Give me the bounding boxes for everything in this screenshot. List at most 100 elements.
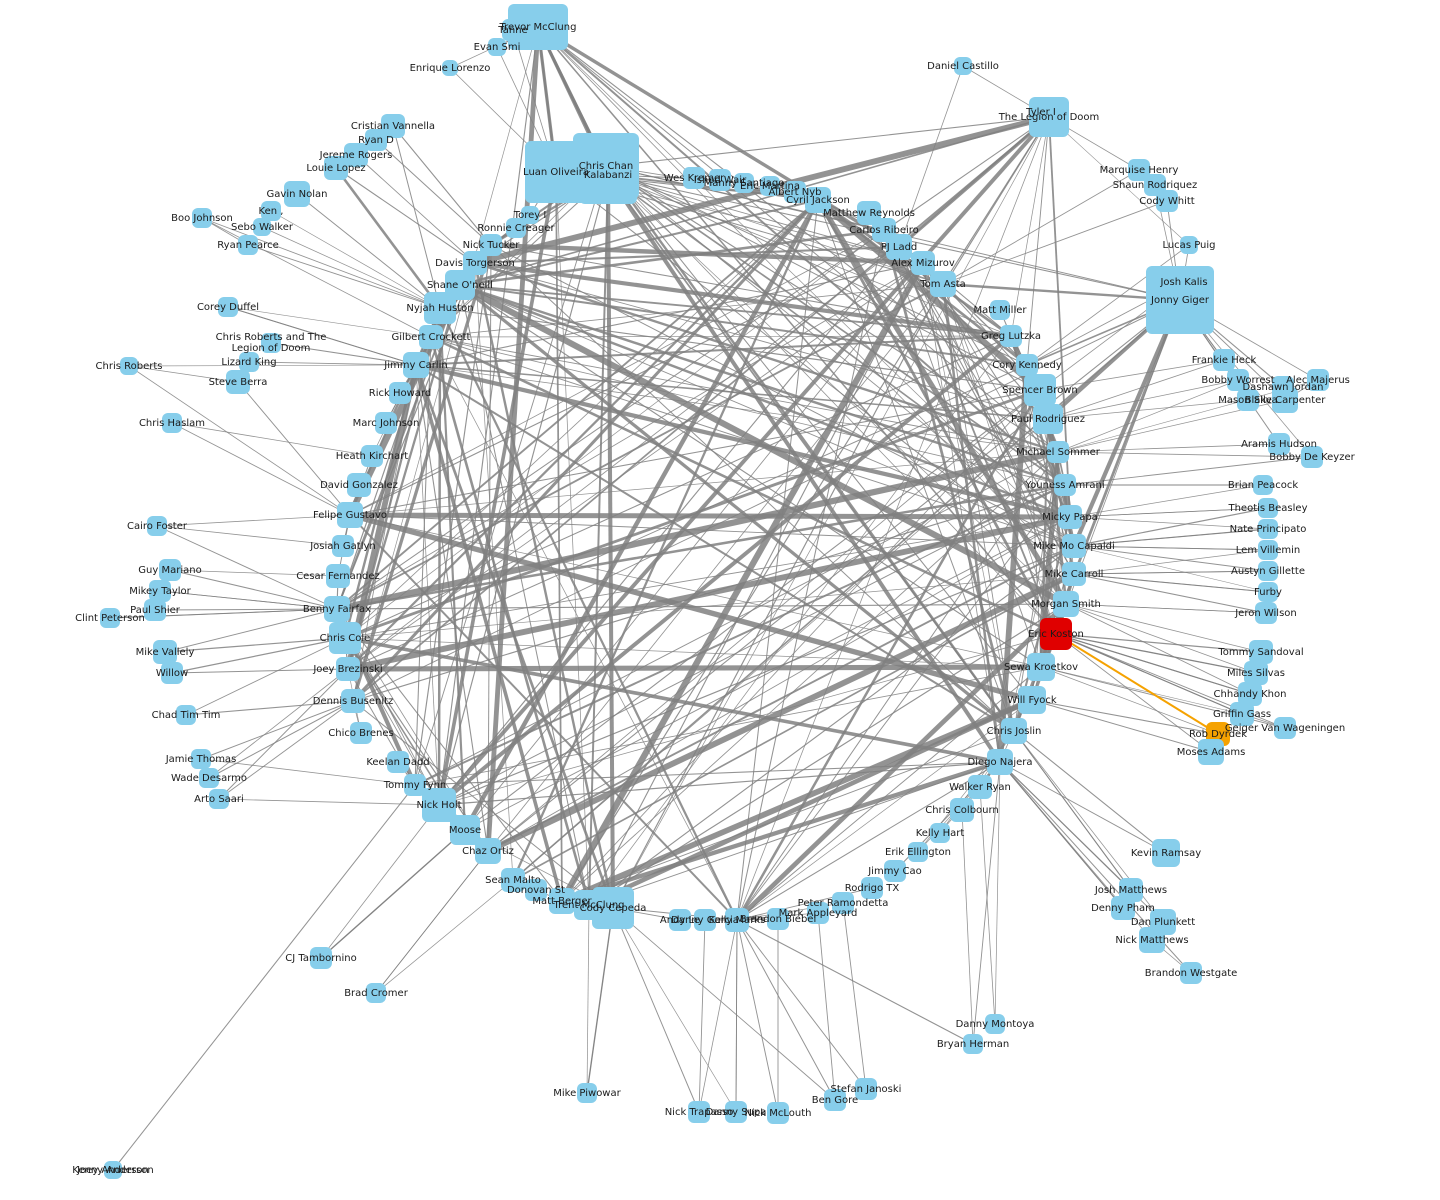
graph-node[interactable] [261, 333, 281, 353]
graph-node[interactable] [144, 599, 166, 621]
graph-node[interactable] [1053, 591, 1079, 617]
graph-node[interactable] [886, 234, 912, 260]
graph-node[interactable] [784, 181, 806, 203]
graph-node[interactable] [239, 352, 259, 372]
graph-node[interactable] [1258, 498, 1278, 518]
graph-node[interactable] [1274, 717, 1296, 739]
graph-node[interactable] [1307, 369, 1329, 391]
graph-node[interactable] [261, 201, 281, 221]
graph-node[interactable] [365, 129, 387, 151]
graph-node[interactable] [209, 789, 229, 809]
graph-node[interactable] [336, 657, 360, 681]
graph-node[interactable] [475, 838, 501, 864]
graph-node[interactable] [162, 413, 182, 433]
graph-node[interactable] [253, 218, 271, 236]
graph-node[interactable] [987, 749, 1013, 775]
graph-node[interactable] [337, 502, 363, 528]
graph-node[interactable] [709, 169, 731, 191]
graph-node[interactable] [310, 947, 332, 969]
graph-node[interactable] [521, 206, 539, 224]
graph-node[interactable] [361, 445, 383, 467]
graph-node[interactable] [725, 1101, 747, 1123]
graph-node[interactable] [807, 902, 829, 924]
graph-node[interactable] [577, 1083, 597, 1103]
graph-node[interactable] [1054, 474, 1076, 496]
graph-node[interactable] [950, 798, 974, 822]
graph-node[interactable] [688, 1101, 710, 1123]
graph-node[interactable] [387, 751, 409, 773]
graph-node[interactable] [1213, 349, 1235, 371]
graph-node[interactable] [403, 352, 429, 378]
graph-node[interactable] [1001, 718, 1027, 744]
graph-node[interactable] [683, 167, 705, 189]
graph-node[interactable] [767, 1102, 789, 1124]
graph-node[interactable] [191, 749, 211, 769]
graph-node[interactable] [284, 181, 310, 207]
graph-node[interactable] [1027, 653, 1055, 681]
graph-node[interactable] [199, 768, 219, 788]
graph-node[interactable] [805, 187, 831, 213]
graph-node[interactable] [669, 909, 691, 931]
graph-node[interactable] [502, 19, 524, 41]
graph-node[interactable] [1249, 640, 1273, 664]
graph-node[interactable] [161, 662, 183, 684]
graph-node[interactable] [549, 888, 575, 914]
graph-node[interactable] [419, 325, 443, 349]
graph-node[interactable] [694, 909, 716, 931]
graph-node[interactable] [725, 908, 749, 932]
graph-node[interactable] [930, 823, 950, 843]
graph-node[interactable] [1268, 433, 1290, 455]
graph-node[interactable] [100, 608, 120, 628]
graph-node[interactable] [326, 564, 350, 588]
graph-node[interactable] [341, 689, 365, 713]
graph-node[interactable] [1016, 354, 1038, 376]
graph-node[interactable] [1058, 505, 1082, 529]
graph-node[interactable] [734, 173, 754, 193]
graph-node[interactable] [1258, 582, 1278, 602]
graph-node[interactable] [579, 146, 637, 204]
graph-node[interactable] [1230, 702, 1254, 726]
graph-node[interactable] [1272, 387, 1298, 413]
graph-node[interactable] [1237, 389, 1259, 411]
graph-node[interactable] [1000, 325, 1022, 347]
graph-node[interactable] [767, 908, 789, 930]
graph-node[interactable] [442, 60, 458, 76]
graph-node[interactable] [404, 774, 426, 796]
graph-node[interactable] [930, 271, 956, 297]
graph-node[interactable] [1244, 661, 1268, 685]
graph-node[interactable] [592, 887, 634, 929]
graph-node[interactable] [104, 1161, 122, 1179]
graph-node[interactable] [120, 357, 138, 375]
graph-node[interactable] [1047, 441, 1069, 463]
graph-node[interactable] [375, 412, 397, 434]
graph-node[interactable] [1152, 839, 1180, 867]
graph-node[interactable] [218, 297, 238, 317]
graph-node[interactable] [159, 559, 181, 581]
graph-node[interactable] [1024, 374, 1056, 406]
graph-node[interactable] [824, 1089, 846, 1111]
graph-node[interactable] [832, 892, 854, 914]
graph-node[interactable] [389, 382, 411, 404]
graph-node[interactable] [149, 580, 171, 602]
graph-node[interactable] [192, 208, 212, 228]
graph-node[interactable] [344, 143, 368, 167]
graph-node[interactable] [329, 622, 361, 654]
graph-node[interactable] [968, 775, 992, 799]
graph-node[interactable] [911, 251, 935, 275]
graph-node[interactable] [480, 234, 502, 256]
graph-node[interactable] [501, 868, 525, 892]
graph-node[interactable] [990, 300, 1010, 320]
graph-node[interactable] [525, 879, 547, 901]
graph-node[interactable] [1033, 404, 1063, 434]
graph-node[interactable] [324, 596, 350, 622]
graph-node[interactable] [1156, 190, 1178, 212]
graph-node[interactable] [350, 722, 372, 744]
graph-node[interactable] [176, 705, 196, 725]
graph-node[interactable] [1018, 686, 1046, 714]
graph-node[interactable] [1139, 927, 1165, 953]
graph-node[interactable] [1040, 618, 1072, 650]
graph-node[interactable] [1146, 266, 1214, 334]
graph-node[interactable] [153, 640, 177, 664]
graph-node[interactable] [985, 1014, 1005, 1034]
graph-node[interactable] [147, 516, 167, 536]
